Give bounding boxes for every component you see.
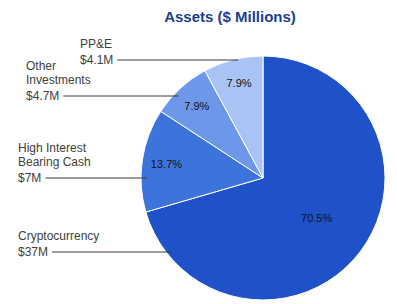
title: Assets ($ Millions) [164,8,296,25]
data-label: 13.7% [151,157,182,169]
category-label: Cryptocurrency [18,229,99,243]
data-label: 7.9% [226,77,251,89]
amount-label: $37M [18,245,48,259]
category-label: PP&E [80,37,112,51]
slice [205,56,263,178]
pie: 70.5% 13.7% 7.9% 7.9% [141,56,385,300]
amount-label: $4.7M [26,89,59,103]
label-line: Other [26,59,56,73]
chart: Assets ($ Millions) 70.5% 13.7% 7.9% 7.9% Cry… [0,0,397,304]
label-line: PP&E [80,37,112,51]
category-label: High InterestBearing Cash [18,141,91,169]
label-line: High Interest [18,141,87,155]
data-label: 70.5% [301,212,332,224]
amount-label: $7M [18,171,41,185]
leader-line [45,178,147,179]
leader-line [117,60,238,61]
label-line: Investments [26,73,91,87]
leader-line [63,96,178,97]
label-line: Bearing Cash [18,155,91,169]
data-label: 7.9% [184,100,209,112]
leader-line [52,252,172,253]
label-line: Cryptocurrency [18,229,99,243]
amount-label: $4.1M [80,53,113,67]
